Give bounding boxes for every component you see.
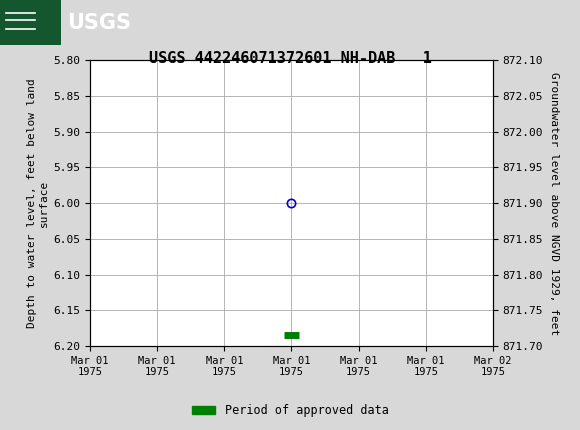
Legend: Period of approved data: Period of approved data xyxy=(187,399,393,422)
Bar xyxy=(0,0,61,45)
Text: USGS: USGS xyxy=(67,12,130,33)
Text: USGS 442246071372601 NH-DAB   1: USGS 442246071372601 NH-DAB 1 xyxy=(148,51,432,66)
Y-axis label: Groundwater level above NGVD 1929, feet: Groundwater level above NGVD 1929, feet xyxy=(549,71,559,335)
Y-axis label: Depth to water level, feet below land
surface: Depth to water level, feet below land su… xyxy=(27,78,49,328)
